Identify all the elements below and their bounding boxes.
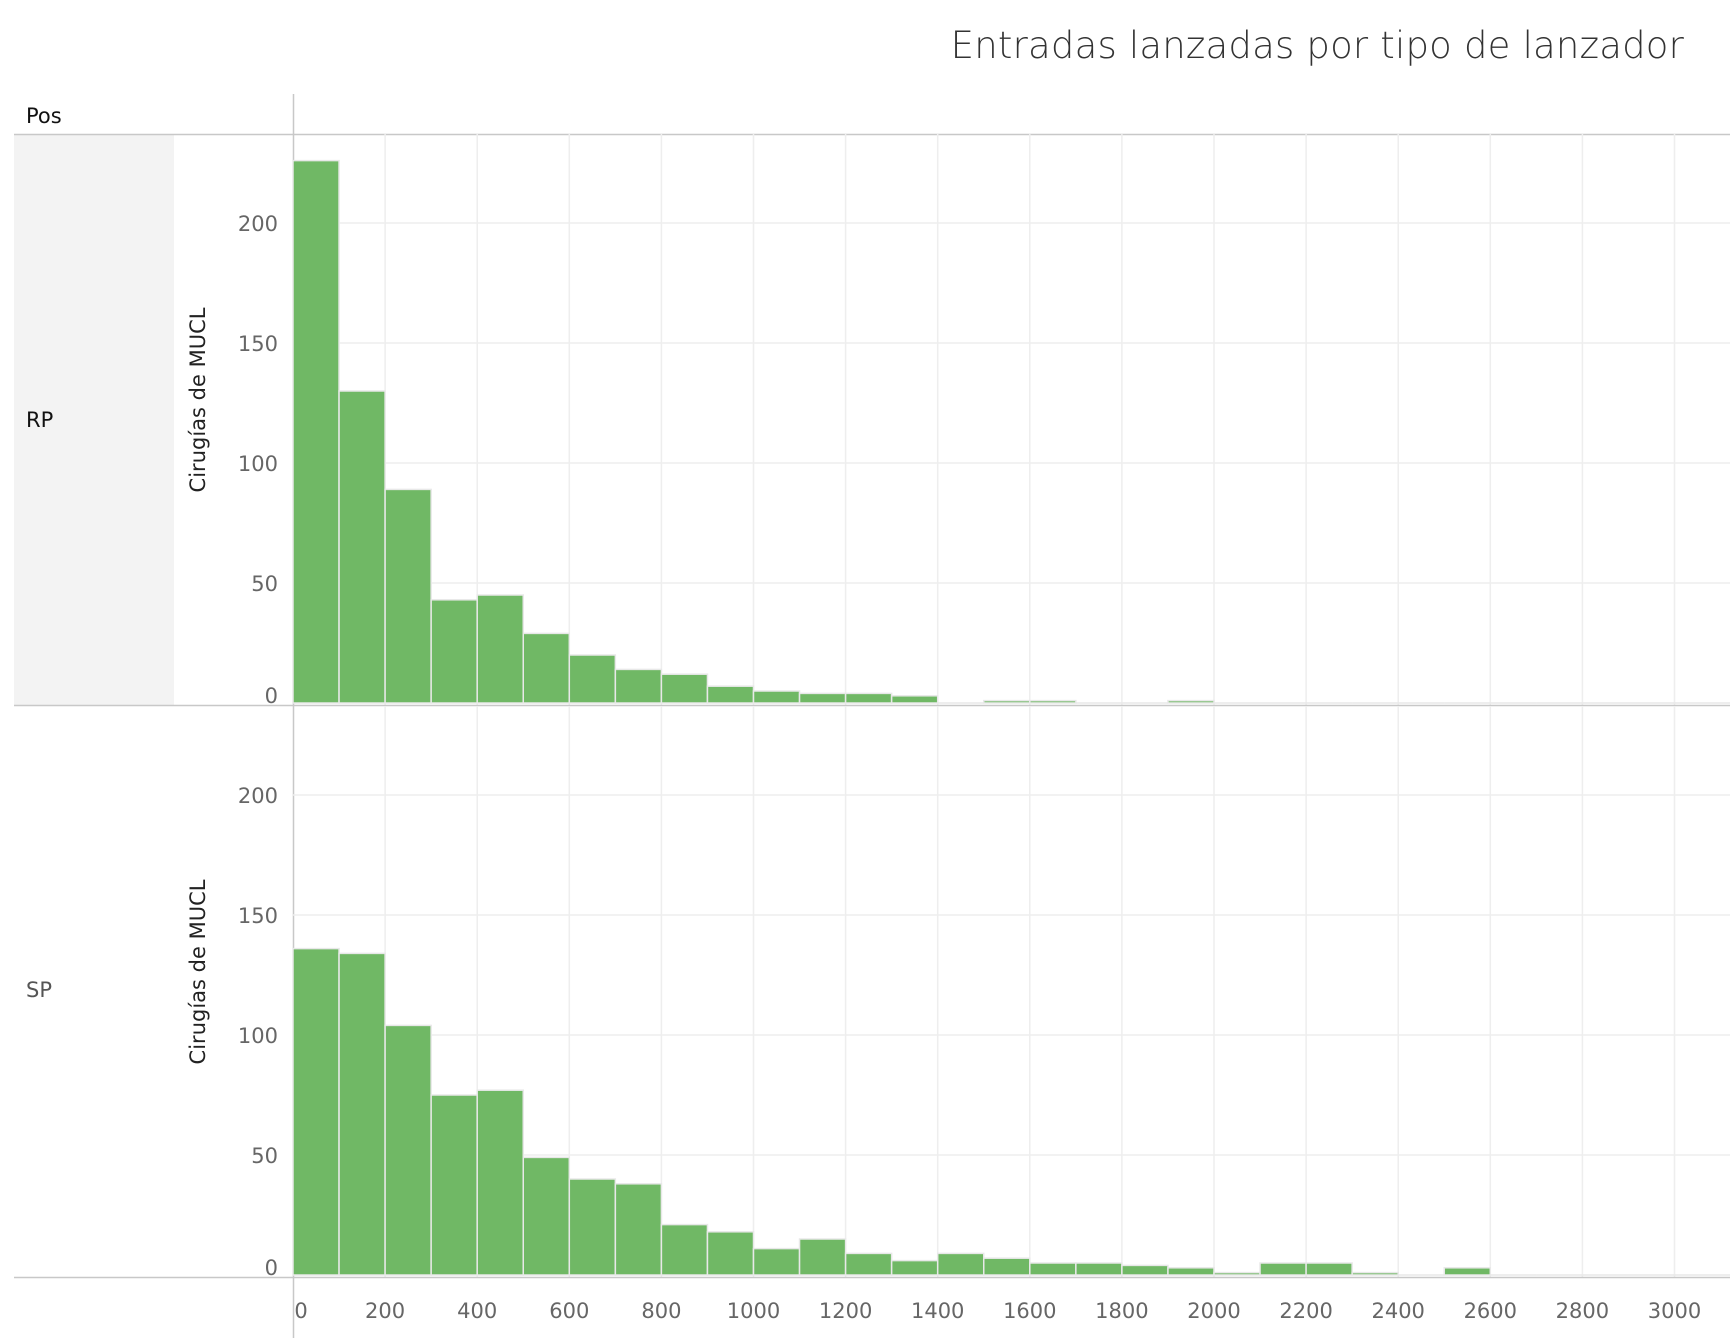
histogram-bar [752, 1247, 801, 1276]
y-tick-label: 100 [238, 1024, 278, 1048]
rp-row-band [14, 134, 174, 706]
histogram-bar [614, 1183, 663, 1276]
histogram-bar [1167, 1267, 1215, 1276]
x-tick-label: 2200 [1279, 1299, 1332, 1323]
x-tick-label: 1800 [1095, 1299, 1148, 1323]
x-tick-label: 200 [365, 1299, 405, 1323]
x-tick-label: 600 [549, 1299, 589, 1323]
row-label-sp[interactable]: SP [26, 978, 52, 1002]
histogram-bar [890, 695, 939, 704]
histogram-bar [752, 690, 801, 704]
x-tick-label: 1000 [727, 1299, 780, 1323]
x-tick-label: 800 [641, 1299, 681, 1323]
x-tick-label: 400 [457, 1299, 497, 1323]
row-label-rp[interactable]: RP [26, 408, 54, 432]
histogram-bar [936, 1252, 985, 1276]
histogram-bar [614, 668, 663, 704]
histogram-bar [1351, 1271, 1399, 1276]
histogram-bar [660, 1223, 709, 1276]
histogram-bar [568, 654, 617, 704]
histogram-bar [338, 390, 386, 704]
histogram-bar [1029, 1262, 1077, 1276]
histogram-bar [1305, 1262, 1353, 1276]
y-axis-label: Cirugías de MUCL [186, 307, 210, 492]
histogram-bar [522, 1156, 571, 1276]
y-tick-label: 150 [238, 332, 278, 356]
histogram-bar [844, 1252, 893, 1276]
histogram-bar [384, 488, 432, 704]
x-tick-label: 2800 [1556, 1299, 1609, 1323]
x-tick-label: 1200 [819, 1299, 872, 1323]
y-tick-label: 0 [265, 1256, 278, 1280]
histogram-bar [660, 673, 709, 704]
histogram-bar [983, 699, 1031, 704]
histogram-bar [706, 1231, 755, 1276]
y-tick-label: 0 [265, 684, 278, 708]
histogram-bar [1213, 1271, 1261, 1276]
y-tick-label: 50 [251, 572, 278, 596]
histogram-bar [1167, 699, 1215, 704]
histogram-bar [338, 952, 386, 1276]
histogram-bar [430, 1094, 478, 1276]
x-tick-label: 3000 [1648, 1299, 1701, 1323]
histogram-bar [568, 1178, 617, 1276]
row-header-pos: Pos [26, 104, 62, 128]
histogram-bar [476, 1089, 525, 1276]
histogram-bar [1259, 1262, 1307, 1276]
x-tick-label: 1600 [1003, 1299, 1056, 1323]
chart-title: Entradas lanzadas por tipo de lanzador [950, 24, 1684, 67]
y-tick-label: 200 [238, 784, 278, 808]
histogram-bar [706, 685, 755, 704]
histogram-bar [1029, 699, 1077, 704]
histogram-bar [430, 599, 478, 704]
histogram-bar [292, 159, 340, 704]
y-tick-label: 200 [238, 212, 278, 236]
y-tick-label: 100 [238, 452, 278, 476]
histogram-bar [384, 1024, 432, 1276]
y-axis-label: Cirugías de MUCL [186, 879, 210, 1064]
histogram-bar [292, 947, 340, 1276]
histogram-bar [1075, 1262, 1123, 1276]
histogram-bar [476, 594, 525, 704]
histogram-bar [890, 1259, 939, 1276]
histogram-bar [798, 692, 847, 704]
histogram-bar [1121, 1264, 1169, 1276]
y-tick-label: 150 [238, 904, 278, 928]
y-tick-label: 50 [251, 1144, 278, 1168]
histogram-bar [983, 1257, 1031, 1276]
x-tick-label: 0 [294, 1299, 307, 1323]
x-tick-label: 2400 [1371, 1299, 1424, 1323]
x-tick-label: 2600 [1464, 1299, 1517, 1323]
histogram-bar [844, 692, 893, 704]
x-tick-label: 1400 [911, 1299, 964, 1323]
x-tick-label: 2000 [1187, 1299, 1240, 1323]
histogram-bar [1443, 1267, 1492, 1276]
histogram-bar [522, 632, 571, 704]
histogram-bar [798, 1238, 847, 1276]
